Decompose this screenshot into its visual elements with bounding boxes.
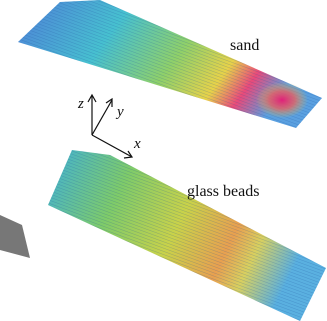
panel-label: sand bbox=[230, 37, 259, 54]
axis-label: x bbox=[133, 136, 141, 152]
axis-label: y bbox=[115, 104, 124, 120]
figure: z y x sand glass beads bbox=[0, 0, 327, 321]
panel-label: glass beads bbox=[187, 183, 259, 200]
side-image bbox=[0, 215, 30, 258]
axes-triad bbox=[88, 95, 132, 158]
beads-surface bbox=[48, 150, 326, 321]
sand-surface bbox=[18, 0, 322, 128]
axis-label: z bbox=[77, 96, 84, 112]
